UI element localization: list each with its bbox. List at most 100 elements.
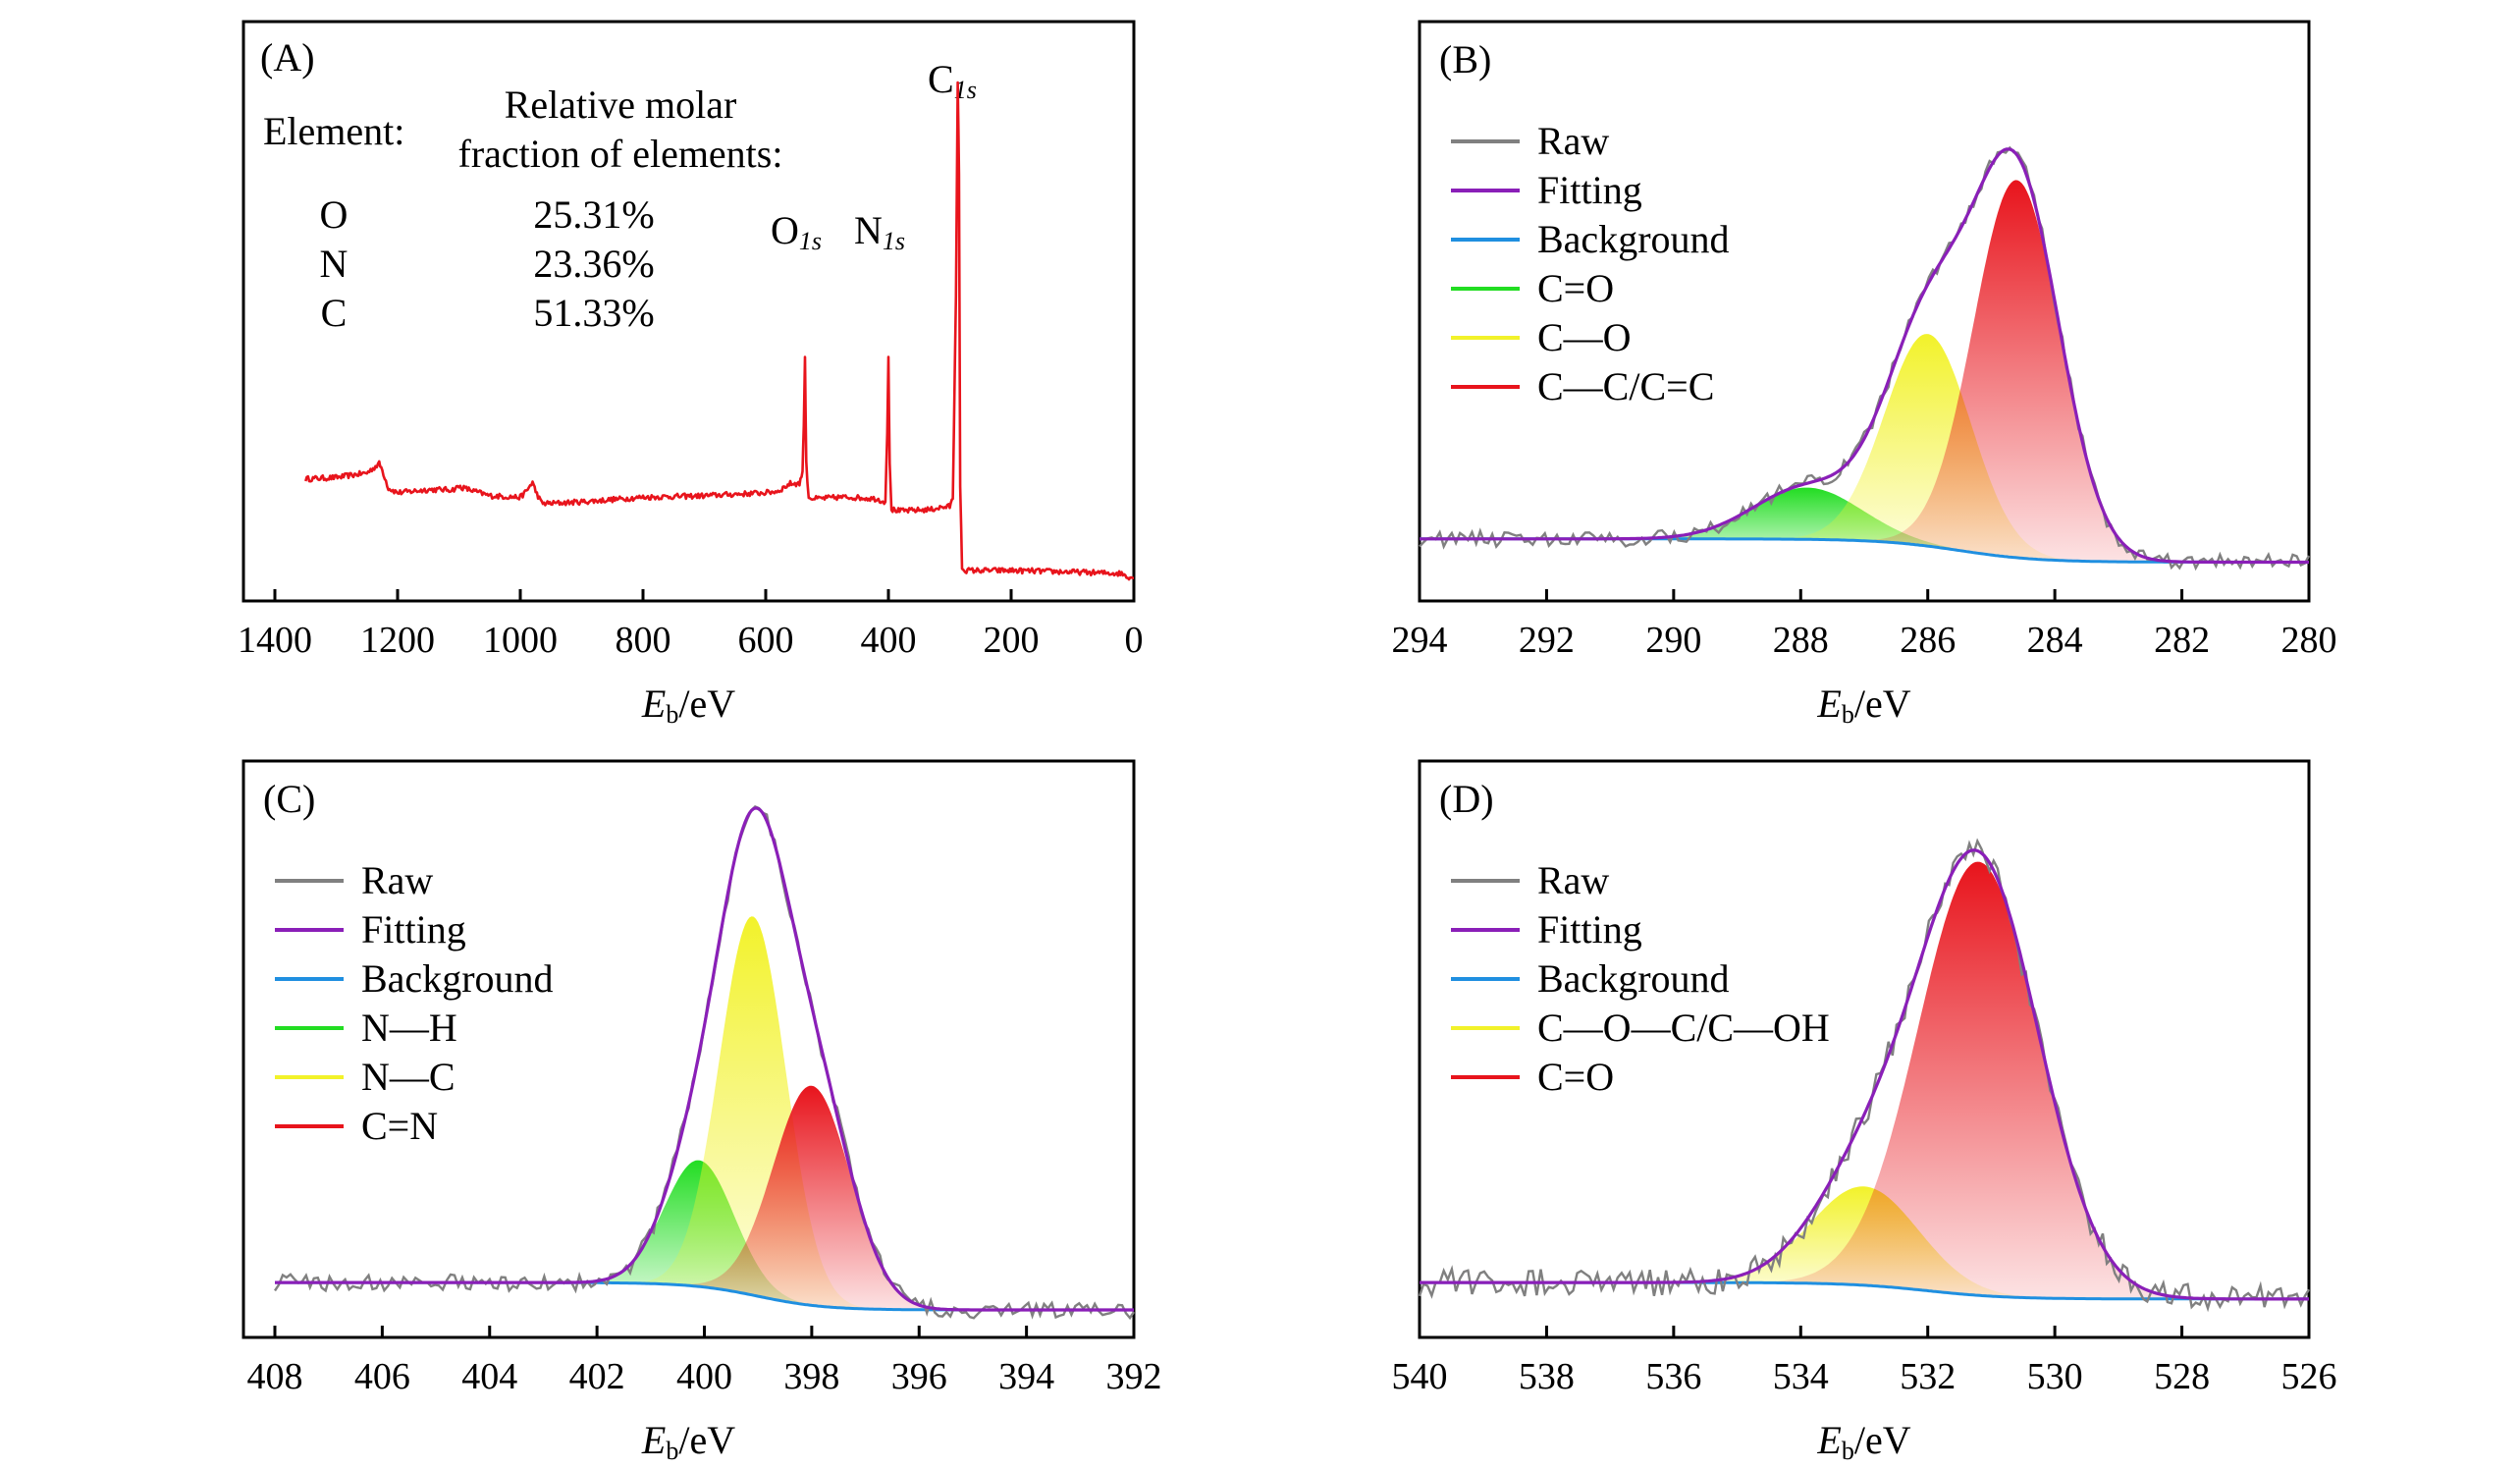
x-tick-label: 1000 <box>483 620 558 661</box>
x-tick-label: 534 <box>1773 1356 1829 1397</box>
legend-label: Raw <box>361 858 433 902</box>
x-axis-title: Eb/eV <box>1816 681 1910 729</box>
axis-title-subscript: b <box>1842 700 1854 729</box>
x-tick-label: 284 <box>2027 620 2083 661</box>
legend-label: Raw <box>1537 119 1609 163</box>
panel-label: (B) <box>1439 37 1491 82</box>
legend-label: C=N <box>361 1104 438 1148</box>
axis-title-symbol: E <box>641 1418 666 1462</box>
element-o: O <box>320 192 349 237</box>
x-tick-label: 292 <box>1519 620 1575 661</box>
x-axis-title: Eb/eV <box>1816 1418 1910 1465</box>
panel-3: 540 538 536 534 532 530 528 526 Eb/eV (D) Raw Fitti… <box>1392 759 2337 1465</box>
legend-label: Fitting <box>1537 907 1642 952</box>
axis-title-subscript: b <box>666 700 678 729</box>
legend-label: Fitting <box>361 907 466 952</box>
axis-title-subscript: b <box>666 1437 678 1465</box>
x-tick-label: 536 <box>1645 1356 1701 1397</box>
axis-title-unit: /eV <box>678 681 735 726</box>
panel-2: 408 406 404 402 400 398 396 394 392 Eb/eV (C) Raw Fi… <box>241 759 1162 1465</box>
legend-label: C—O—C/C—OH <box>1537 1006 1830 1050</box>
plot-frame <box>1418 20 2311 603</box>
background-line <box>275 1280 1134 1312</box>
legend-label: Fitting <box>1537 168 1642 212</box>
x-tick-label: 1400 <box>238 620 312 661</box>
raw-line <box>1419 145 2311 571</box>
legend-label: C—O <box>1537 315 1632 359</box>
fraction-header-1: Relative molar <box>505 82 737 127</box>
panel-a-label: (A) <box>260 35 315 80</box>
x-tick-label: 396 <box>891 1356 947 1397</box>
axis-title-unit: /eV <box>1854 681 1911 726</box>
component-fill-C—C/C=C <box>1420 180 2309 563</box>
legend-label: Background <box>1537 956 1730 1001</box>
plot-frame <box>1418 759 2311 1339</box>
legend-label: C=O <box>1537 266 1614 310</box>
fitting-line <box>1420 147 2309 565</box>
fitting-line <box>1420 848 2309 1301</box>
x-tick-label: 0 <box>1125 620 1144 661</box>
x-tick-label: 800 <box>616 620 671 661</box>
x-tick-label: 404 <box>461 1356 517 1397</box>
x-axis-title: Eb/eV <box>641 1418 735 1465</box>
plot-frame <box>241 759 1136 1339</box>
x-tick-label: 280 <box>2281 620 2337 661</box>
component-fill-N—C <box>275 916 1134 1310</box>
x-tick-label: 392 <box>1106 1356 1162 1397</box>
element-n: N <box>320 242 349 286</box>
panel-a: (A) Element: Relative molar fraction of … <box>260 35 977 335</box>
plot-frame <box>241 20 1136 603</box>
axis-title-subscript: b <box>1842 1437 1854 1465</box>
panel-1: 294 292 290 288 286 284 282 280 Eb/eV (B) Raw Fitti… <box>1392 20 2337 729</box>
axis-title-unit: /eV <box>678 1418 735 1462</box>
peak-label-n1s: N1s <box>854 208 905 255</box>
survey-spectrum-line <box>304 81 1135 581</box>
fraction-o: 25.31% <box>533 192 654 237</box>
fraction-n: 23.36% <box>533 242 654 286</box>
legend-label: N—H <box>361 1006 457 1050</box>
element-header: Element: <box>263 109 404 153</box>
x-tick-label: 294 <box>1392 620 1448 661</box>
panel-0: 1400 1200 1000 800 600 400 200 0 Eb/eV <box>238 20 1144 729</box>
legend-label: C—C/C=C <box>1537 364 1714 408</box>
fitting-line <box>275 806 1134 1312</box>
x-tick-label: 288 <box>1773 620 1829 661</box>
component-fill-C—O <box>1420 334 2309 563</box>
legend-label: N—C <box>361 1055 456 1099</box>
axis-title-symbol: E <box>1816 1418 1841 1462</box>
raw-line <box>1418 838 2311 1313</box>
x-axis-title: Eb/eV <box>641 681 735 729</box>
x-tick-label: 400 <box>676 1356 732 1397</box>
x-tick-label: 402 <box>569 1356 625 1397</box>
x-tick-label: 286 <box>1900 620 1956 661</box>
fraction-header-2: fraction of elements: <box>458 132 783 176</box>
fraction-c: 51.33% <box>533 291 654 335</box>
legend-label: Raw <box>1537 858 1609 902</box>
element-c: C <box>321 291 348 335</box>
x-tick-label: 540 <box>1392 1356 1448 1397</box>
x-tick-label: 538 <box>1519 1356 1575 1397</box>
x-tick-label: 532 <box>1900 1356 1956 1397</box>
legend-label: C=O <box>1537 1055 1614 1099</box>
axis-title-unit: /eV <box>1854 1418 1911 1462</box>
x-tick-label: 600 <box>738 620 794 661</box>
x-tick-label: 290 <box>1645 620 1701 661</box>
peak-label-c1s: C1s <box>928 57 977 104</box>
x-tick-label: 282 <box>2154 620 2210 661</box>
x-tick-label: 408 <box>247 1356 303 1397</box>
x-tick-label: 398 <box>783 1356 839 1397</box>
peak-label-o1s: O1s <box>771 208 822 255</box>
legend-label: Background <box>1537 217 1730 261</box>
legend-label: Background <box>361 956 554 1001</box>
x-tick-label: 526 <box>2281 1356 2337 1397</box>
panel-label: (D) <box>1439 777 1494 821</box>
axis-title-symbol: E <box>1816 681 1841 726</box>
x-tick-label: 528 <box>2154 1356 2210 1397</box>
x-tick-label: 200 <box>984 620 1040 661</box>
x-tick-label: 400 <box>861 620 917 661</box>
x-tick-label: 394 <box>998 1356 1054 1397</box>
x-tick-label: 1200 <box>360 620 435 661</box>
axis-title-symbol: E <box>641 681 666 726</box>
